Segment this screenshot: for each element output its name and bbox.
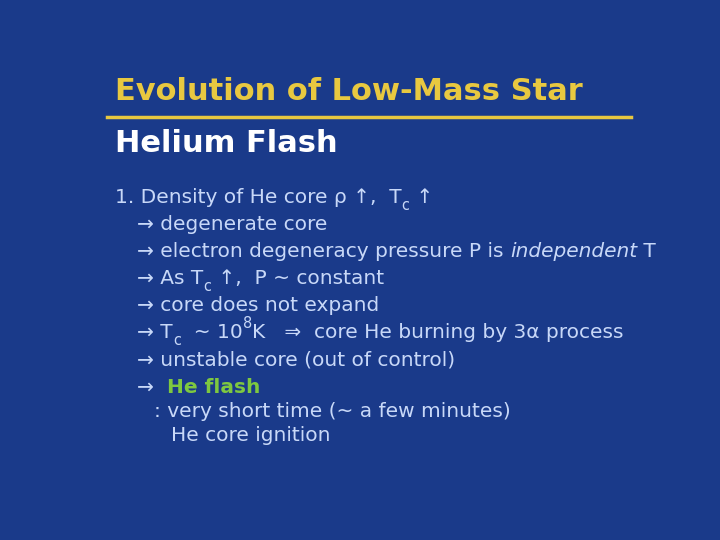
Text: He flash: He flash [167,377,261,396]
Text: T: T [637,242,656,261]
Text: c: c [402,198,410,213]
Text: → T: → T [138,323,173,342]
Text: ∼ 10: ∼ 10 [181,323,243,342]
Text: 1. Density of He core ρ ↑,  T: 1. Density of He core ρ ↑, T [115,188,402,207]
Text: 8: 8 [243,316,252,332]
Text: ↑: ↑ [410,188,433,207]
Text: He core ignition: He core ignition [171,426,330,445]
Text: ↑,  P ∼ constant: ↑, P ∼ constant [212,269,384,288]
Text: → As T: → As T [138,269,204,288]
Text: →: → [138,377,167,396]
Text: c: c [204,279,212,294]
Text: → degenerate core: → degenerate core [138,215,328,234]
Text: independent: independent [510,242,637,261]
Text: Evolution of Low-Mass Star: Evolution of Low-Mass Star [115,77,583,106]
Text: c: c [173,333,181,348]
Text: → core does not expand: → core does not expand [138,296,379,315]
Text: K   ⇒  core He burning by 3α process: K ⇒ core He burning by 3α process [252,323,624,342]
Text: Helium Flash: Helium Flash [115,129,338,158]
Text: → electron degeneracy pressure P is: → electron degeneracy pressure P is [138,242,510,261]
Text: → unstable core (out of control): → unstable core (out of control) [138,350,456,369]
Text: : very short time (∼ a few minutes): : very short time (∼ a few minutes) [154,402,511,422]
